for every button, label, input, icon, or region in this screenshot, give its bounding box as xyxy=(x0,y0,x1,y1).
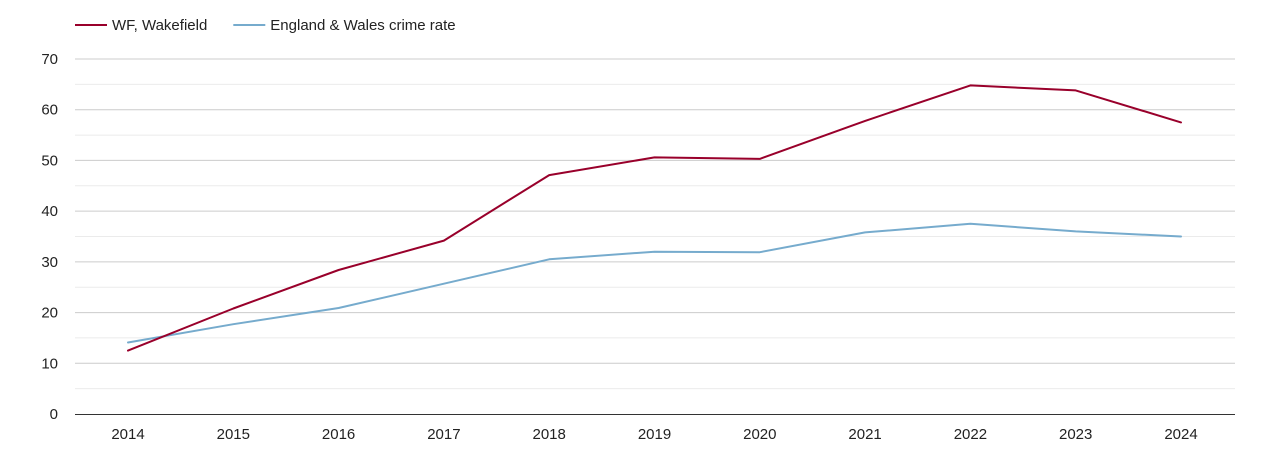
y-axis-ticks: 0 10 20 30 40 50 60 70 xyxy=(41,51,58,423)
series-lines xyxy=(127,84,1182,352)
y-tick-label: 20 xyxy=(41,305,58,322)
legend-item-2[interactable]: England & Wales crime rate xyxy=(233,17,456,34)
y-tick-label: 60 xyxy=(41,102,58,119)
x-tick-label: 2023 xyxy=(1059,426,1092,443)
legend-item-1[interactable]: WF, Wakefield xyxy=(75,17,207,34)
y-tick-label: 30 xyxy=(41,254,58,271)
x-tick-label: 2016 xyxy=(322,426,355,443)
legend-label: WF, Wakefield xyxy=(112,17,207,34)
x-tick-label: 2021 xyxy=(848,426,881,443)
x-tick-label: 2019 xyxy=(638,426,671,443)
x-tick-label: 2024 xyxy=(1164,426,1197,443)
series-line-2 xyxy=(127,222,1182,344)
y-tick-label: 0 xyxy=(50,406,58,423)
x-tick-label: 2017 xyxy=(427,426,460,443)
x-tick-label: 2020 xyxy=(743,426,776,443)
x-tick-label: 2015 xyxy=(217,426,250,443)
y-tick-label: 50 xyxy=(41,152,58,169)
x-tick-label: 2022 xyxy=(954,426,987,443)
x-axis-ticks: 2014 2015 2016 2017 2018 2019 2020 2021 2022 2023… xyxy=(111,426,1197,443)
y-tick-label: 10 xyxy=(41,355,58,372)
y-tick-label: 70 xyxy=(41,51,58,68)
y-tick-label: 40 xyxy=(41,203,58,220)
x-tick-label: 2014 xyxy=(111,426,144,443)
series-line-1 xyxy=(127,84,1182,352)
gridlines xyxy=(75,58,1235,390)
legend: WF, Wakefield England & Wales crime rate xyxy=(75,17,456,34)
x-tick-label: 2018 xyxy=(533,426,566,443)
legend-label: England & Wales crime rate xyxy=(270,17,455,34)
